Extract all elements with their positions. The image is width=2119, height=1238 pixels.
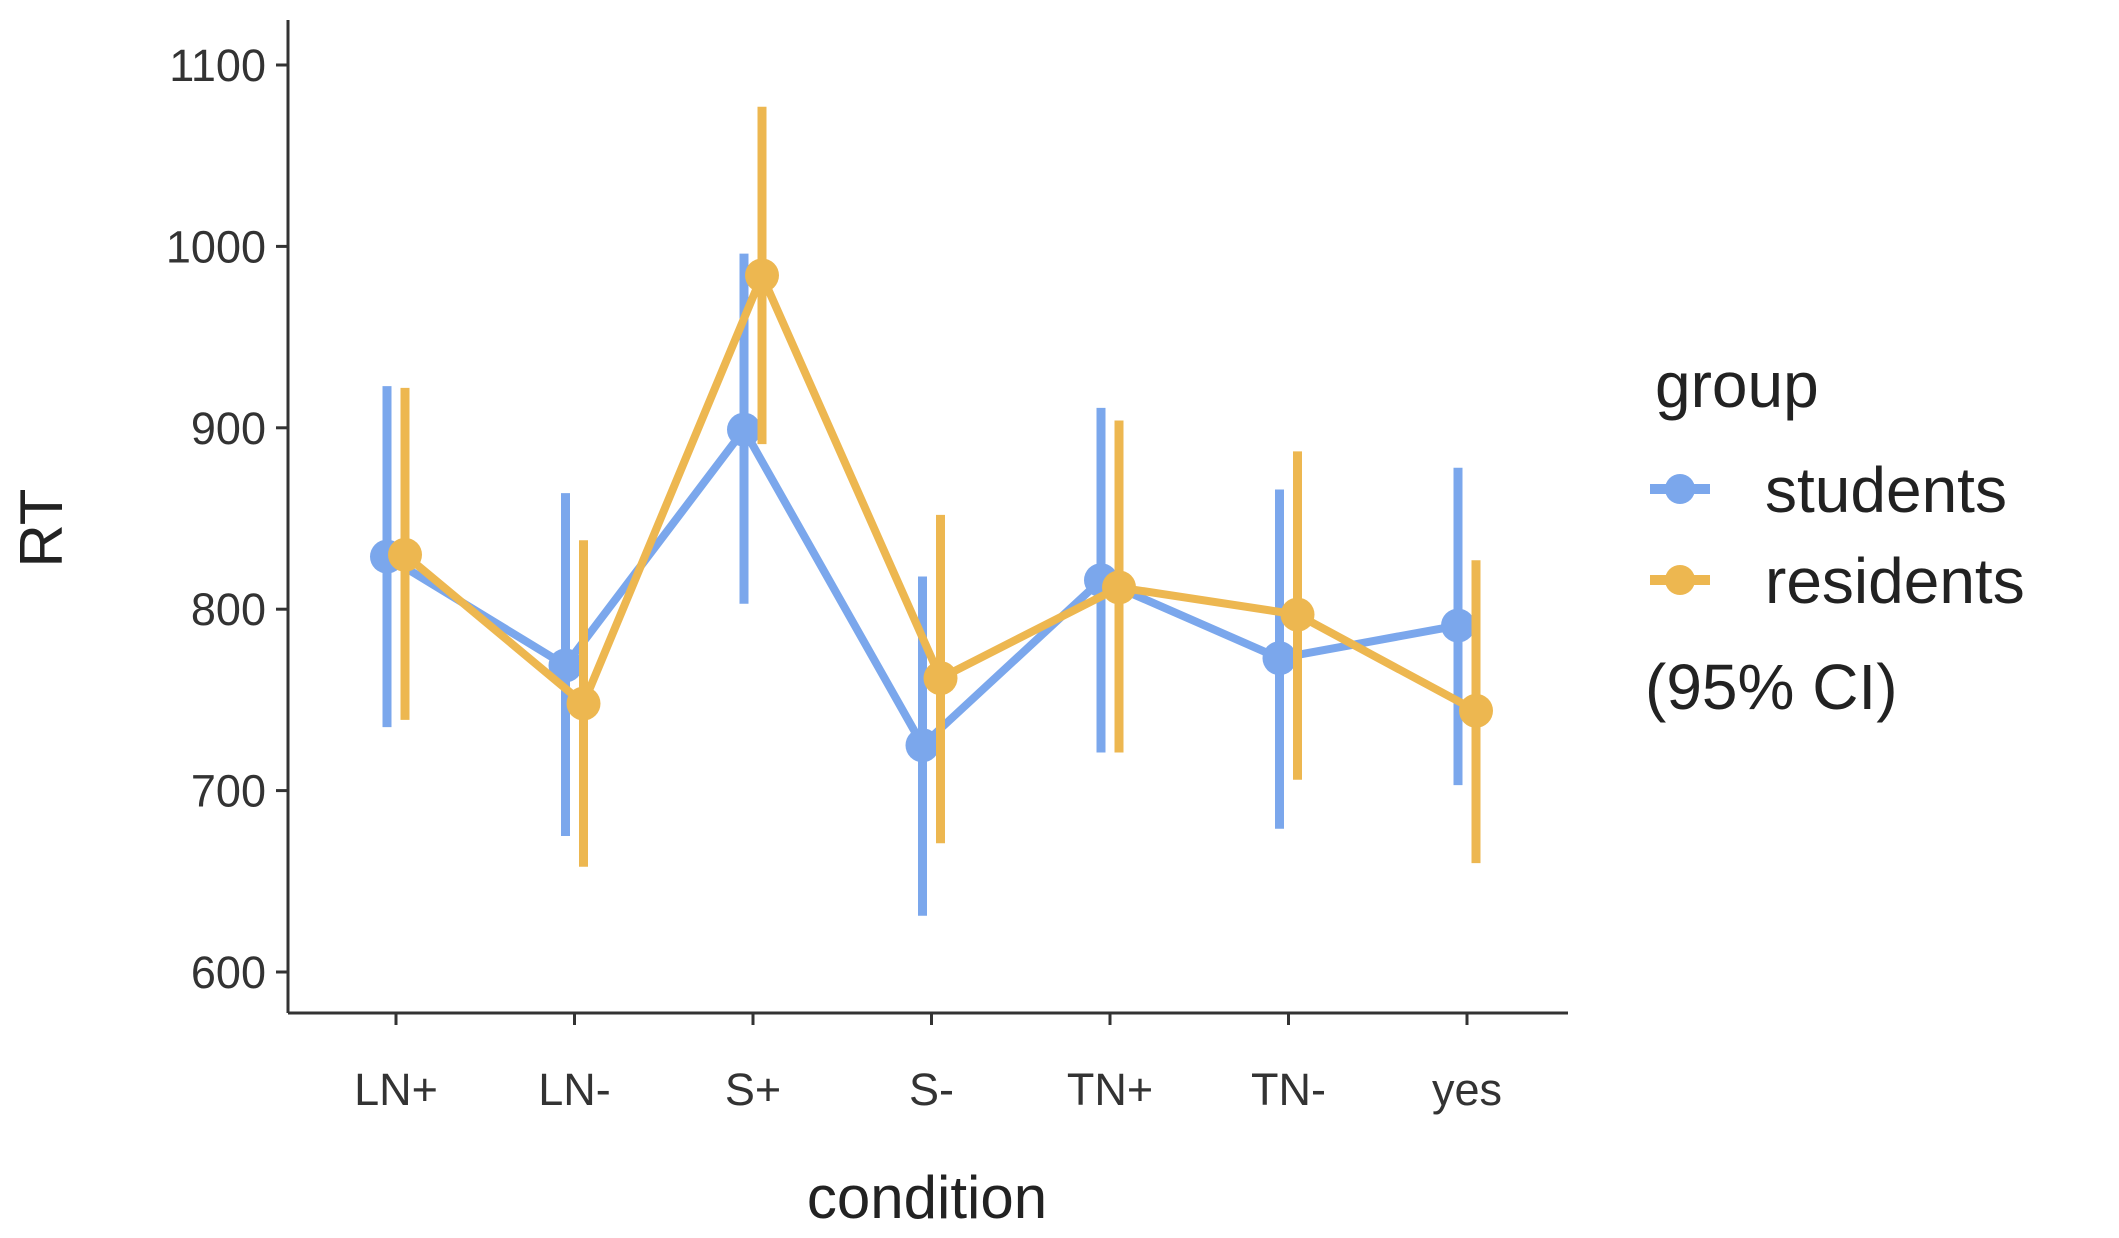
x-axis-title: condition xyxy=(807,1164,1047,1231)
data-point-residents xyxy=(1102,570,1136,605)
legend-label-students: students xyxy=(1765,454,2007,526)
y-tick-label: 600 xyxy=(191,947,266,998)
series-residents xyxy=(388,106,1493,867)
legend-item-students: students xyxy=(1650,454,2007,526)
x-tick-label: LN- xyxy=(538,1064,611,1115)
x-ticks: LN+ LN- S+ S- TN+ TN-yes xyxy=(354,1013,1502,1115)
series-layer xyxy=(370,106,1493,916)
x-tick-label: yes xyxy=(1432,1064,1502,1115)
legend-label-residents: residents xyxy=(1765,545,2025,617)
x-tick-label: TN- xyxy=(1251,1064,1326,1115)
y-tick-label: 1100 xyxy=(169,40,266,91)
y-tick-label: 900 xyxy=(191,403,266,454)
y-tick-label: 1000 xyxy=(166,221,266,272)
data-point-residents xyxy=(1280,597,1315,632)
data-point-residents xyxy=(1459,693,1493,728)
legend-key-marker-students xyxy=(1665,474,1695,504)
y-tick-label: 800 xyxy=(191,584,266,635)
series-students xyxy=(370,253,1475,916)
legend-key-marker-residents xyxy=(1665,565,1695,595)
legend: group students residents (95% CI) xyxy=(1645,349,2025,723)
y-axis-title: RT xyxy=(8,489,75,568)
data-point-students xyxy=(1441,608,1475,643)
data-point-residents xyxy=(745,258,779,293)
x-tick-label: S+ xyxy=(725,1064,781,1115)
legend-title: group xyxy=(1655,349,1819,421)
legend-item-residents: residents xyxy=(1650,545,2025,617)
data-point-residents xyxy=(566,686,601,721)
axes xyxy=(286,20,1568,1015)
data-point-residents xyxy=(388,537,422,572)
x-tick-label: S- xyxy=(909,1064,954,1115)
data-point-students xyxy=(1262,641,1297,676)
x-tick-label: LN+ xyxy=(354,1064,438,1115)
y-ticks: 600 700 800 900 1000 1100 xyxy=(166,40,288,998)
data-point-residents xyxy=(923,661,958,696)
y-tick-label: 700 xyxy=(191,766,266,817)
legend-note: (95% CI) xyxy=(1645,651,1898,723)
data-point-students xyxy=(905,728,940,763)
data-point-students xyxy=(548,648,583,683)
x-tick-label: TN+ xyxy=(1067,1064,1153,1115)
data-point-students xyxy=(727,412,761,447)
